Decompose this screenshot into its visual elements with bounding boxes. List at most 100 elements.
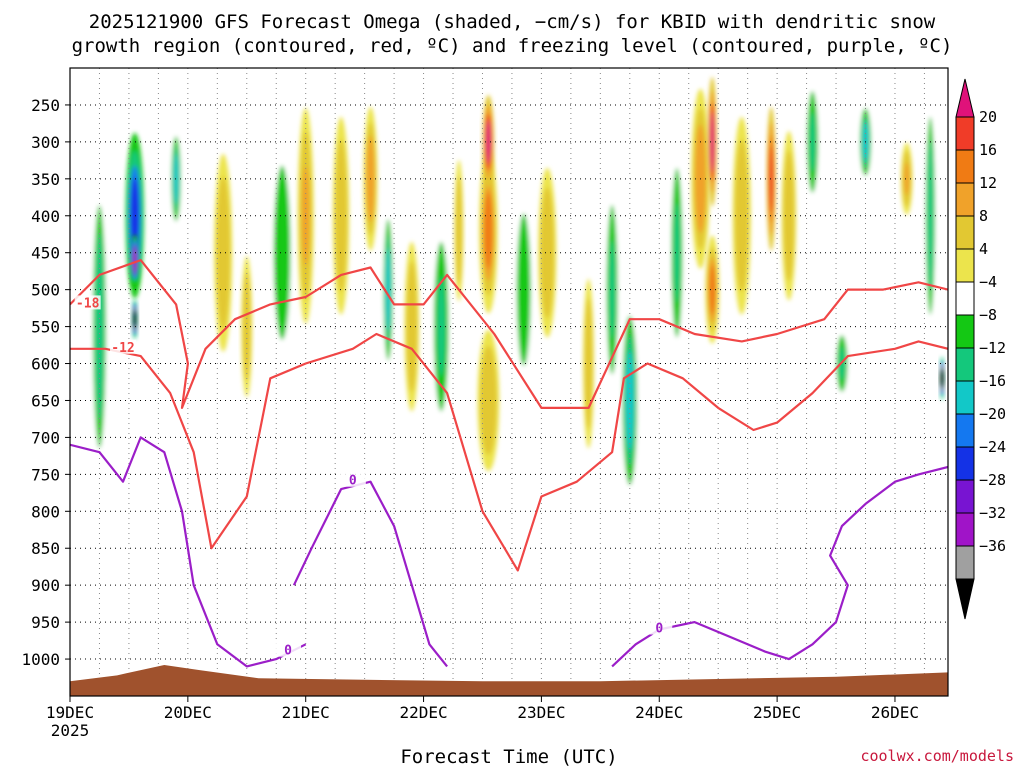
colorbar-tick-label: 12	[979, 174, 997, 192]
omega-contour-fill	[243, 285, 250, 369]
plot-background	[70, 68, 948, 696]
colorbar-tick-label: −20	[979, 405, 1006, 423]
freezing-contour	[292, 480, 448, 668]
omega-cell	[766, 106, 776, 251]
y-tick-label: 300	[31, 133, 60, 152]
omega-contour-fill	[407, 276, 417, 377]
chart-title-line-2: growth region (contoured, red, ºC) and f…	[72, 35, 953, 57]
omega-cell	[241, 255, 253, 398]
omega-contour-fill	[608, 239, 616, 340]
dgz-contour-label: -12	[111, 341, 134, 356]
terrain	[70, 664, 948, 696]
colorbar-swatch	[955, 347, 975, 382]
colorbar-tick-label: 4	[979, 240, 988, 258]
omega-cell	[271, 139, 293, 366]
y-tick-label: 250	[31, 96, 60, 115]
y-tick-label: 350	[31, 170, 60, 189]
colorbar-swatch	[955, 545, 975, 580]
omega-cell	[297, 107, 314, 324]
colorbar-swatch	[955, 182, 975, 217]
y-axis-pressure: 250 300 350 400 450 500 550 600 650 700 750 800 850 9…	[21, 96, 70, 669]
dgz-contour	[70, 332, 948, 572]
credit-text: coolwx.com/models	[860, 747, 1014, 765]
y-tick-label: 500	[31, 281, 60, 300]
omega-contour-fill	[736, 157, 748, 274]
omega-contour-fill	[518, 231, 530, 348]
omega-cell	[479, 147, 498, 314]
omega-cell	[432, 218, 451, 435]
omega-cell	[131, 299, 138, 340]
colorbar-tick-label: −12	[979, 339, 1006, 357]
omega-contour-fill	[904, 162, 910, 196]
omega-cell	[514, 190, 533, 389]
x-tick-label: 24DEC	[635, 703, 683, 722]
omega-cell	[901, 142, 913, 215]
omega-contour-fill	[132, 248, 137, 272]
omega-contour-fill	[784, 165, 794, 266]
omega-contour-fill	[482, 358, 495, 443]
omega-cell	[404, 241, 419, 412]
omega-cell	[91, 171, 108, 482]
colorbar-swatch	[955, 479, 975, 514]
colorbar-tick-label: −32	[979, 504, 1006, 522]
omega-contour-fill	[132, 310, 137, 329]
omega-cell	[130, 234, 140, 286]
colorbar-tick-label: −28	[979, 471, 1006, 489]
y-tick-label: 450	[31, 244, 60, 263]
colorbar-swatch	[955, 314, 975, 349]
omega-contour-fill	[130, 177, 140, 254]
y-tick-label: 950	[31, 613, 60, 632]
dgz-contour-label-bg	[74, 295, 101, 310]
omega-cell	[454, 159, 464, 302]
omega-contour-fill	[95, 255, 104, 399]
y-tick-label: 700	[31, 428, 60, 447]
freezing-contour-label: 0	[655, 622, 663, 637]
colorbar-tick-label: −16	[979, 372, 1006, 390]
dgz-contour-label-bg	[110, 339, 137, 354]
omega-contour-fill	[436, 276, 446, 377]
omega-cell	[482, 95, 495, 189]
omega-cell	[705, 235, 720, 344]
x-tick-label: 19DEC	[46, 703, 94, 722]
colorbar-swatch	[955, 149, 975, 184]
omega-cell	[538, 167, 557, 338]
omega-shading	[91, 77, 945, 509]
colorbar-swatch	[955, 446, 975, 481]
freezing-contour	[611, 465, 948, 668]
x-tick-label: 25DEC	[753, 703, 801, 722]
y-tick-label: 550	[31, 318, 60, 337]
omega-cell	[732, 116, 751, 315]
x-tick-label: 20DEC	[164, 703, 212, 722]
x-tick-label: 22DEC	[399, 703, 447, 722]
colorbar: 20 16 12 8 4 −4 −8 −12 −16 −20 −24 −28 −32 −36	[955, 78, 1006, 620]
omega-contour-fill	[673, 202, 681, 303]
freezing-contour-label-bg	[339, 472, 366, 487]
colorbar-tick-label: −36	[979, 537, 1006, 555]
colorbar-swatch	[955, 78, 975, 118]
y-tick-label: 1000	[21, 650, 60, 669]
y-tick-label: 850	[31, 539, 60, 558]
y-tick-label: 900	[31, 576, 60, 595]
colorbar-tick-label: 8	[979, 207, 988, 225]
omega-contour-fill	[217, 194, 229, 311]
omega-cell	[170, 124, 182, 233]
omega-contour-fill	[336, 157, 346, 274]
omega-cell	[781, 130, 797, 301]
y-tick-label: 650	[31, 391, 60, 410]
omega-cell	[707, 77, 717, 207]
omega-contour-fill	[940, 368, 945, 389]
chart-title-line-1: 2025121900 GFS Forecast Omega (shaded, −…	[89, 11, 936, 33]
colorbar-swatch	[955, 281, 975, 316]
y-tick-label: 800	[31, 502, 60, 521]
freezing-contour-label: 0	[349, 474, 357, 489]
omega-cell	[605, 181, 620, 398]
colorbar-swatch	[955, 116, 975, 151]
omega-contour-fill	[710, 111, 715, 172]
x-tick-label: 23DEC	[517, 703, 565, 722]
omega-contour-fill	[275, 186, 289, 320]
omega-cell	[805, 77, 820, 207]
freezing-contour-label: 0	[284, 644, 292, 659]
omega-contour-fill	[385, 248, 391, 332]
y-tick-label: 600	[31, 355, 60, 374]
